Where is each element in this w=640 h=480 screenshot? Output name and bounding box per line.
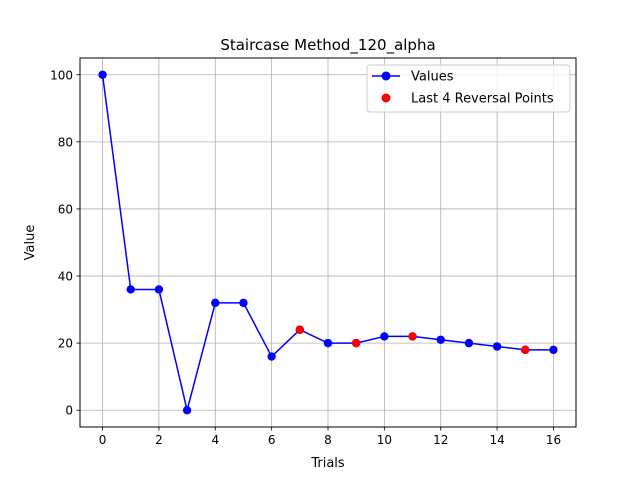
values-point <box>239 298 248 308</box>
reversal-point <box>295 325 305 334</box>
legend-reversal-marker <box>381 93 391 103</box>
y-axis-label: Value <box>23 225 38 261</box>
chart-title: Staircase Method_120_alpha <box>220 36 435 55</box>
legend-values-marker <box>381 71 391 81</box>
values-point <box>211 298 220 308</box>
y-tick-label: 60 <box>58 202 73 216</box>
x-tick-label: 14 <box>489 433 504 447</box>
values-point <box>436 335 445 344</box>
values-point <box>154 285 164 294</box>
x-tick-label: 0 <box>99 433 107 447</box>
x-tick-label: 12 <box>433 433 448 447</box>
y-tick-label: 0 <box>65 404 73 418</box>
values-point <box>492 342 502 351</box>
x-tick-label: 2 <box>155 433 163 447</box>
y-tick-label: 100 <box>50 68 73 82</box>
values-point <box>267 352 276 361</box>
x-tick-label: 4 <box>211 433 219 447</box>
legend-values-label: Values <box>411 70 454 85</box>
values-point <box>549 345 558 355</box>
values-point <box>380 332 389 341</box>
values-point <box>126 285 135 294</box>
plot-frame <box>79 57 577 428</box>
legend-box <box>366 64 571 113</box>
y-tick-label: 40 <box>58 270 73 284</box>
values-point <box>323 338 333 348</box>
x-tick-label: 6 <box>268 433 276 447</box>
y-tick-label: 20 <box>58 337 73 351</box>
x-tick-label: 16 <box>546 433 561 447</box>
y-tick-label: 80 <box>58 135 73 149</box>
reversal-point <box>521 345 530 355</box>
axis-ticks: 0 2 4 6 8 10 12 14 16 0 20 40 60 80 100 <box>50 68 561 447</box>
reversal-point <box>408 332 417 341</box>
values-point <box>464 338 474 348</box>
series-layer <box>98 70 558 415</box>
legend-reversal-label: Last 4 Reversal Points <box>411 92 554 107</box>
x-tick-label: 8 <box>324 433 332 447</box>
reversal-point <box>351 338 361 348</box>
legend: Values Last 4 Reversal Points <box>366 64 571 113</box>
x-tick-label: 10 <box>377 433 392 447</box>
values-point <box>182 406 192 415</box>
x-axis-label: Trials <box>310 456 345 471</box>
values-point <box>98 70 107 79</box>
